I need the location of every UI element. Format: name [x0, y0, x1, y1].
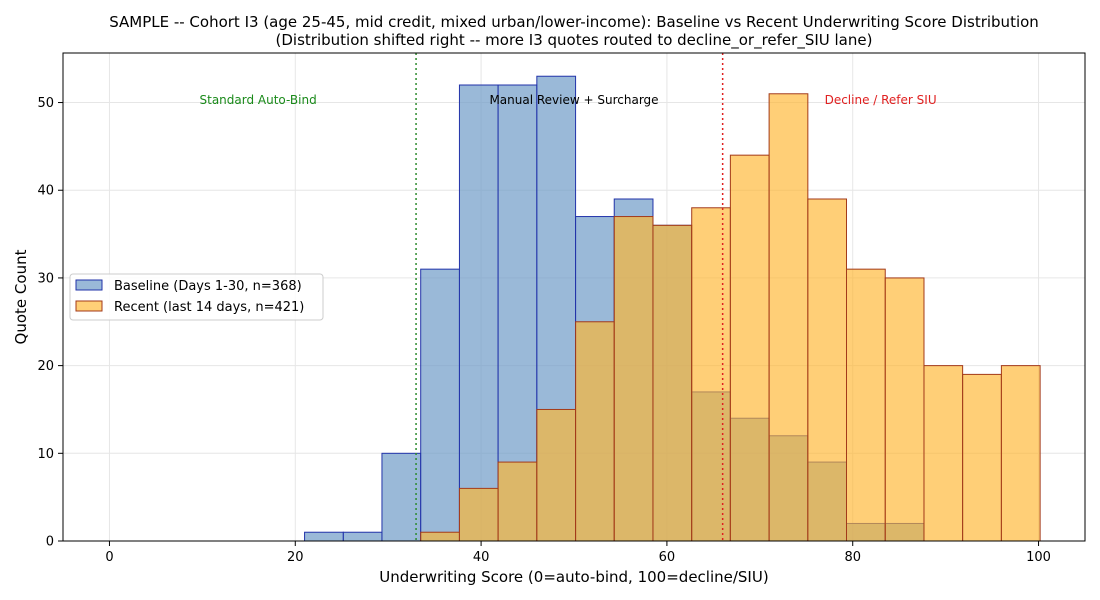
chart-subtitle: (Distribution shifted right -- more I3 q… — [276, 31, 873, 50]
zone-annotation: Manual Review + Surcharge — [489, 93, 658, 107]
y-tick-label: 10 — [37, 447, 54, 462]
bar-recent — [575, 321, 615, 542]
x-axis-label: Underwriting Score (0=auto-bind, 100=dec… — [379, 568, 768, 586]
legend: Baseline (Days 1-30, n=368) Recent (last… — [69, 273, 324, 321]
legend-frame — [69, 273, 324, 321]
legend-swatch-baseline — [75, 279, 103, 291]
legend-label-recent: Recent (last 14 days, n=421) — [114, 300, 304, 315]
bar-recent — [768, 93, 809, 542]
bar-baseline — [458, 84, 499, 542]
bar-recent — [652, 224, 693, 542]
y-tick-label: 50 — [37, 96, 54, 111]
bar-recent — [497, 461, 538, 542]
zone-annotations: Standard Auto-Bind Manual Review + Surcha… — [200, 93, 937, 107]
bar-recent — [691, 207, 731, 542]
zone-annotation: Decline / Refer SIU — [825, 93, 937, 107]
x-tick-label: 60 — [659, 550, 676, 565]
bar-baseline — [304, 531, 344, 542]
x-tick-label: 80 — [844, 550, 861, 565]
bar-recent — [807, 198, 848, 542]
bar-baseline — [420, 268, 460, 542]
bar-recent — [884, 277, 925, 542]
bar-recent — [729, 154, 770, 542]
chart-title: SAMPLE -- Cohort I3 (age 25-45, mid cred… — [109, 13, 1039, 31]
bar-recent — [923, 365, 964, 542]
y-tick-label: 0 — [46, 535, 54, 550]
bar-recent — [962, 373, 1002, 542]
bar-baseline — [381, 452, 422, 542]
x-tick-label: 40 — [473, 550, 490, 565]
x-tick-label: 100 — [1026, 550, 1051, 565]
threshold-lines — [415, 53, 724, 541]
bar-baseline — [342, 531, 383, 542]
bar-recent — [420, 531, 460, 542]
bar-recent — [1000, 365, 1041, 542]
zone-annotation: Standard Auto-Bind — [200, 93, 317, 107]
legend-label-baseline: Baseline (Days 1-30, n=368) — [114, 279, 302, 294]
y-axis-label: Quote Count — [12, 249, 30, 344]
bar-recent — [846, 268, 886, 542]
axis-ticks: 0 20 40 60 80 100 0 10 20 30 40 50 — [37, 96, 1051, 565]
bar-recent — [458, 487, 499, 542]
bar-recent — [613, 216, 654, 542]
bars-layer — [304, 75, 1041, 542]
legend-swatch-recent — [75, 300, 103, 312]
x-tick-label: 0 — [105, 550, 113, 565]
y-tick-label: 20 — [37, 359, 54, 374]
y-tick-label: 40 — [37, 184, 54, 199]
y-tick-label: 30 — [37, 271, 54, 286]
x-tick-label: 20 — [287, 550, 304, 565]
bar-recent — [536, 408, 577, 542]
plot-frame — [62, 52, 1086, 542]
